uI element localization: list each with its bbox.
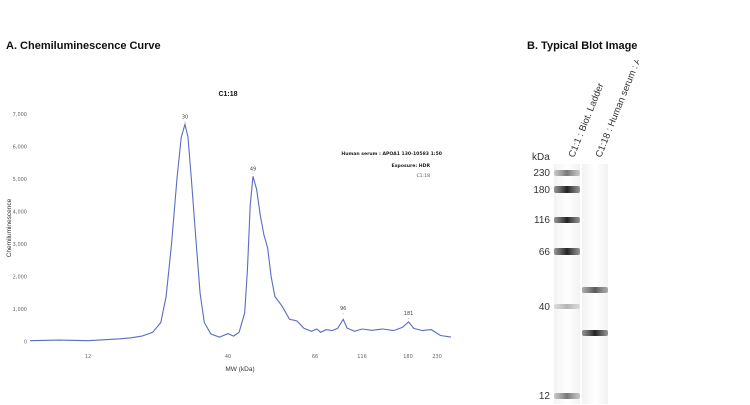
ladder-band-40: [554, 304, 580, 309]
peak-label: 96: [340, 306, 346, 312]
x-axis-ticks: 12 40 66 116 180 230: [85, 354, 442, 360]
ladder-band-180: [554, 186, 580, 193]
y-axis-title: Chemiluminescence: [6, 198, 13, 257]
panel-a-heading: A. Chemiluminescence Curve: [6, 40, 161, 52]
y-axis-ticks: 0 1,000 2,000 3,000 4,000 5,000 6,000 7,000: [13, 112, 27, 346]
ladder-lane: [554, 164, 580, 404]
ladder-band-116: [554, 217, 580, 223]
kda-unit-label: kDa: [532, 152, 550, 163]
marker-labels: 230 180 116 66 40 12: [533, 168, 550, 402]
chart-title: C1:18: [218, 91, 237, 98]
marker-230: 230: [533, 168, 550, 179]
legend-sample: Human serum : APOA1 130-10583 1:50: [341, 151, 442, 157]
peak-labels: 30·49·96· 181·: [182, 114, 414, 322]
sample-band-lower: [582, 330, 608, 336]
series-line: [29, 122, 452, 342]
marker-40: 40: [539, 302, 551, 313]
y-tick-label: 1,000: [13, 307, 27, 313]
x-tick-label: 40: [225, 354, 231, 360]
sample-lane-background: [582, 164, 608, 404]
peak-marker: ·: [252, 171, 254, 177]
marker-12: 12: [539, 391, 551, 402]
x-axis-title: MW (kDa): [225, 366, 254, 373]
x-tick-label: 180: [403, 354, 413, 360]
marker-180: 180: [533, 185, 550, 196]
marker-66: 66: [539, 247, 551, 258]
legend-capillary: C1:18: [416, 173, 430, 179]
x-tick-label: 12: [85, 354, 91, 360]
sample-band-upper: [582, 287, 608, 293]
chemiluminescence-chart: C1:18 Chemiluminescence MW (kDa) 0 1,000 2…: [6, 91, 452, 373]
y-tick-label: 5,000: [13, 177, 27, 183]
y-tick-label: 2,000: [13, 275, 27, 281]
panel-b-heading: B. Typical Blot Image: [527, 40, 638, 52]
peak-marker: ·: [184, 119, 186, 125]
y-tick-label: 0: [24, 340, 27, 346]
legend-exposure: Exposure: HDR: [391, 163, 430, 169]
peak-marker: ·: [408, 316, 410, 322]
sample-lane: [582, 164, 608, 404]
series-layer: [29, 122, 452, 342]
ladder-band-230: [554, 170, 580, 176]
x-tick-label: 116: [357, 354, 367, 360]
peak-label: 181: [404, 311, 414, 317]
x-tick-label: 230: [432, 354, 442, 360]
ladder-lane-background: [554, 164, 580, 404]
peak-marker: ·: [342, 311, 344, 317]
ladder-band-66: [554, 248, 580, 255]
chart-legend: Human serum : APOA1 130-10583 1:50 Expos…: [341, 151, 442, 179]
blot-image: kDa 230 180 116 66 40 12 C1:1 : Biot. La…: [532, 60, 680, 404]
y-tick-label: 4,000: [13, 210, 27, 216]
peak-label: 49: [250, 166, 256, 172]
ladder-band-12: [554, 393, 580, 399]
peak-label: 30: [182, 114, 188, 120]
marker-116: 116: [534, 215, 550, 226]
y-tick-label: 7,000: [13, 112, 27, 118]
y-tick-label: 6,000: [13, 145, 27, 151]
y-tick-label: 3,000: [13, 242, 27, 248]
lane-label-sample: C1:18 : Human serum : APOA1 130-10583 1:…: [594, 60, 680, 159]
x-tick-label: 66: [312, 354, 318, 360]
